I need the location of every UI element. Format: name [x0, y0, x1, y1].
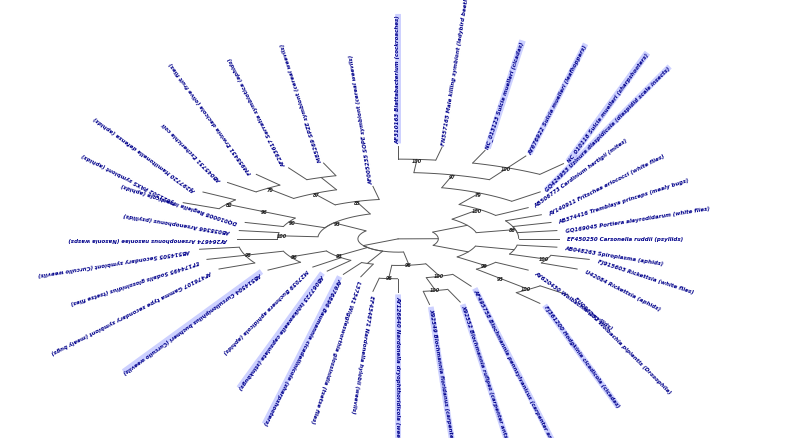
Text: AB514504 Curculioniphilus buchneri (Curculio weevils): AB514504 Curculioniphilus buchneri (Curc…: [122, 270, 263, 374]
Text: 100: 100: [472, 208, 482, 213]
Text: 98: 98: [245, 253, 252, 258]
Text: 93: 93: [336, 253, 343, 258]
Text: AY140911 Fritschea eriococci (white flies): AY140911 Fritschea eriococci (white flie…: [548, 153, 666, 216]
Text: GQ169045 Portiera aleyrodidarum (white flies): GQ169045 Portiera aleyrodidarum (white f…: [565, 205, 710, 233]
Text: GQ424953 Uzinura diaspidicola (diaspidid scale insects): GQ424953 Uzinura diaspidicola (diaspidid…: [545, 66, 671, 192]
Text: 100: 100: [521, 286, 531, 291]
Text: M27039 Buchnera aphidicola (aphids): M27039 Buchnera aphidicola (aphids): [222, 268, 309, 354]
Text: AJ297720 Hamiltonella defensa (aphids): AJ297720 Hamiltonella defensa (aphids): [93, 116, 198, 193]
Text: 79: 79: [474, 192, 481, 197]
Text: 99: 99: [480, 263, 487, 268]
Text: 96: 96: [405, 262, 412, 267]
Text: AY264674 Arsenophonus nasoniae (Nasonia wasps): AY264674 Arsenophonus nasoniae (Nasonia …: [69, 237, 229, 242]
Text: X92552 Blochmannia rufipes (carpenter ants): X92552 Blochmannia rufipes (carpenter an…: [461, 304, 509, 438]
Text: 82: 82: [226, 203, 233, 208]
Text: 93: 93: [334, 222, 340, 226]
Text: FJ361200 Hodgkinia cicadicola (cicadas): FJ361200 Hodgkinia cicadicola (cicadas): [542, 304, 620, 408]
Text: AY126640 Nardonella dryophthoridicola (weevils): AY126640 Nardonella dryophthoridicola (w…: [396, 295, 400, 438]
Text: X92549 Blochmannia floridanus (carpenter ants): X92549 Blochmannia floridanus (carpenter…: [429, 307, 457, 438]
Text: EF174495 Sodalis glossinidius (tsetse flies): EF174495 Sodalis glossinidius (tsetse fl…: [70, 258, 199, 304]
Text: 100: 100: [501, 167, 511, 172]
Text: AB048263 Spiroplasma (aphids): AB048263 Spiroplasma (aphids): [565, 246, 664, 266]
Text: AB045731 Escherichia coli: AB045731 Escherichia coli: [162, 122, 224, 183]
Text: M85269 SPZE symbiont (cereal weevils): M85269 SPZE symbiont (cereal weevils): [280, 42, 323, 162]
Text: AF293617 Serratia symbiotica (aphids): AF293617 Serratia symbiotica (aphids): [228, 57, 287, 167]
Text: DQ010008 Regiella insecticola (aphids): DQ010008 Regiella insecticola (aphids): [120, 182, 238, 224]
Text: 97: 97: [448, 174, 455, 179]
Text: EF434871 Nardonella hylobii (weevils): EF434871 Nardonella hylobii (weevils): [350, 294, 374, 413]
Text: AB067723 Ishikawaella capsulata (stinkbugs): AB067723 Ishikawaella capsulata (stinkbu…: [237, 272, 324, 389]
Text: 96: 96: [290, 254, 298, 259]
Text: EF450250 Carsonella ruddii (psyllids): EF450250 Carsonella ruddii (psyllids): [568, 237, 684, 242]
Text: AF476107 Gamma type secondary symbiont (mealy bugs): AF476107 Gamma type secondary symbiont (…: [50, 268, 213, 354]
Text: FM958431 Erwinia dacicola (olive fruit flies): FM958431 Erwinia dacicola (olive fruit f…: [169, 61, 254, 174]
Text: 100: 100: [539, 257, 549, 261]
Text: 90: 90: [288, 221, 295, 226]
Text: FN557165 Male killing symbiont (ladybird beetles): FN557165 Male killing symbiont (ladybird…: [441, 0, 470, 145]
Text: U42084 Rickettsia (aphids): U42084 Rickettsia (aphids): [583, 268, 661, 311]
Text: EU096232 Wolbachia pipientis (Drosophila): EU096232 Wolbachia pipientis (Drosophila…: [573, 296, 672, 394]
Text: FJ915603 Rickettsia (white flies): FJ915603 Rickettsia (white flies): [597, 258, 694, 294]
Text: AF495758 Blochmannia pennsylvanicus (carpenter ants): AF495758 Blochmannia pennsylvanicus (car…: [473, 288, 557, 438]
Text: AY620430 Wolbachia (psyllids): AY620430 Wolbachia (psyllids): [534, 270, 614, 330]
Text: 85: 85: [354, 201, 361, 205]
Text: 96: 96: [261, 210, 268, 215]
Text: 100: 100: [276, 234, 287, 239]
Text: 87: 87: [312, 193, 319, 198]
Text: AF310163 Blattabacterium (cockroaches): AF310163 Blattabacterium (cockroaches): [396, 15, 400, 144]
Text: 70: 70: [266, 187, 273, 192]
Text: AB374416 Tremblaya princeps (mealy bugs): AB374416 Tremblaya princeps (mealy bugs): [558, 177, 690, 224]
Text: AF005235 SOPE symbiont (cereal weevils): AF005235 SOPE symbiont (cereal weevils): [349, 54, 374, 184]
Text: NC_010118 Sulcia muelleri (sharpshooters): NC_010118 Sulcia muelleri (sharpshooters…: [566, 52, 650, 164]
Text: AY676896 Baumannia cicadellinicola (sharpshooters): AY676896 Baumannia cicadellinicola (shar…: [262, 276, 341, 425]
Text: AY676922 Sulcia muelleri (leafhoppers): AY676922 Sulcia muelleri (leafhoppers): [528, 44, 588, 155]
Text: 93: 93: [497, 276, 504, 281]
Text: 86: 86: [509, 228, 515, 233]
Text: AB038366 Arsenophonus (psyllids): AB038366 Arsenophonus (psyllids): [123, 211, 232, 233]
Text: 96: 96: [385, 276, 392, 280]
Text: AB506773 Cardinium hertigii (mites): AB506773 Cardinium hertigii (mites): [534, 138, 629, 208]
Text: NC_013123 Sulcia muelleri (cicadas): NC_013123 Sulcia muelleri (cicadas): [485, 41, 525, 149]
Text: 100: 100: [433, 273, 444, 278]
Text: 100: 100: [411, 159, 422, 164]
Text: FJ821502 PAXS symbiont (aphids): FJ821502 PAXS symbiont (aphids): [81, 152, 177, 204]
Text: L37341 Wigglesworthia glossinidia (tsetse flies): L37341 Wigglesworthia glossinidia (tsets…: [309, 279, 360, 423]
Text: 100: 100: [429, 287, 440, 292]
Text: AB514505 Secondary symbiont (Curculio weevils): AB514505 Secondary symbiont (Curculio we…: [38, 247, 192, 277]
